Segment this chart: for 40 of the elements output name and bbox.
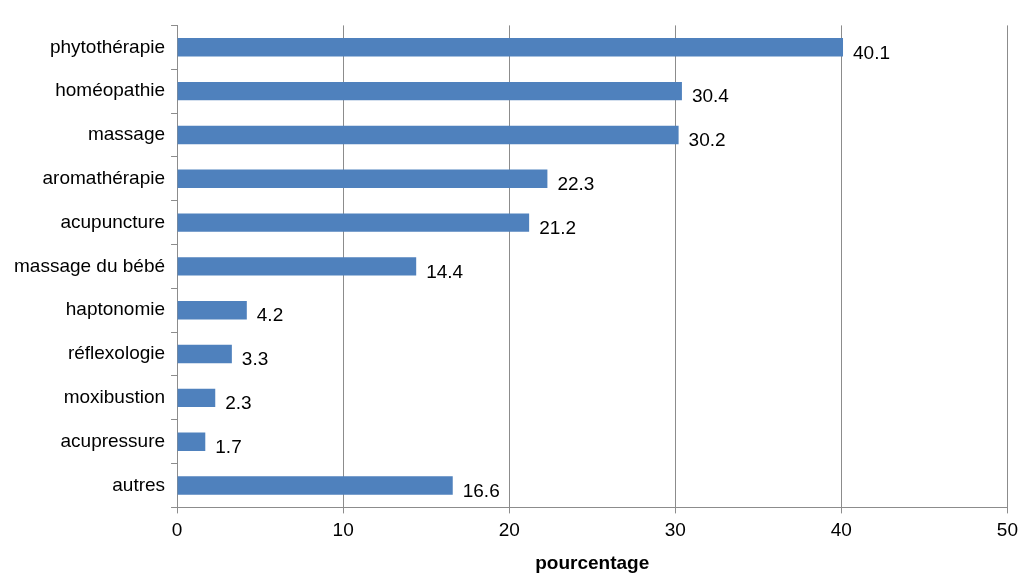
x-tick-label: 20 <box>498 519 520 541</box>
bar <box>177 38 844 57</box>
y-tick-label: haptonomie <box>65 298 166 320</box>
bar <box>177 169 548 188</box>
bar <box>177 81 682 101</box>
bar <box>177 213 530 232</box>
data-label: 4.2 <box>256 304 284 326</box>
data-label: 30.4 <box>691 85 730 107</box>
data-label: 1.7 <box>215 435 242 457</box>
bar <box>177 257 417 276</box>
bar <box>177 125 679 145</box>
y-tick-label: massage <box>87 123 166 145</box>
data-label: 40.1 <box>853 41 890 63</box>
data-label: 16.6 <box>462 479 500 501</box>
bar <box>177 476 453 495</box>
bar <box>177 301 247 320</box>
x-tick-label: 40 <box>830 519 852 541</box>
bar <box>177 344 232 364</box>
x-tick-label: 10 <box>332 519 354 541</box>
bar <box>177 432 206 451</box>
bar <box>177 388 216 408</box>
data-label: 14.4 <box>426 260 464 282</box>
y-tick-label: aromathérapie <box>42 167 166 188</box>
data-label: 2.3 <box>225 392 252 414</box>
y-tick-label: réflexologie <box>67 342 166 364</box>
y-tick-label: homéopathie <box>55 79 166 101</box>
y-tick-label: autres <box>112 473 166 495</box>
data-label: 3.3 <box>241 348 269 370</box>
y-tick-label: acupuncture <box>60 210 166 232</box>
x-tick-label: 30 <box>664 519 686 541</box>
x-axis-title: pourcentage <box>535 551 650 573</box>
data-label: 30.2 <box>688 129 726 151</box>
x-tick-label: 0 <box>171 519 183 541</box>
y-tick-label: phytothérapie <box>49 35 166 57</box>
y-tick-label: acupressure <box>60 429 166 451</box>
data-label: 22.3 <box>557 173 595 194</box>
y-tick-label: moxibustion <box>63 386 166 408</box>
x-tick-label: 50 <box>996 519 1018 541</box>
y-tick-label: massage du bébé <box>13 254 166 276</box>
data-label: 21.2 <box>539 216 577 238</box>
